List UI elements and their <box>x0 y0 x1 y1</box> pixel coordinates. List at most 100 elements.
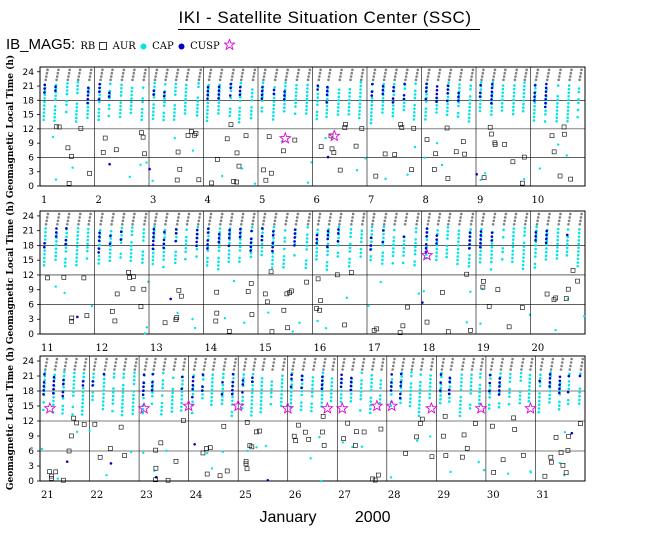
aur-point <box>119 90 123 94</box>
aur-point <box>54 98 57 101</box>
track-point <box>502 78 505 82</box>
track-point <box>114 361 118 364</box>
cap-point <box>544 86 548 90</box>
legend-label-rb: RB <box>80 41 96 52</box>
rb-point <box>359 126 365 131</box>
rb-point <box>353 143 359 149</box>
aur-point <box>255 446 258 449</box>
aur-point <box>457 104 460 108</box>
track-point <box>244 357 248 361</box>
track-point <box>122 368 126 371</box>
aur-point <box>379 383 383 386</box>
track-point <box>166 68 169 72</box>
aur-point <box>65 92 69 96</box>
track-point <box>112 212 115 216</box>
aur-point <box>583 315 586 318</box>
track-point <box>100 216 104 219</box>
aur-point <box>555 109 559 112</box>
track-point <box>284 78 288 82</box>
track-point <box>204 357 208 361</box>
aur-point <box>389 404 393 407</box>
aur-point <box>145 326 148 329</box>
rb-point <box>174 315 180 320</box>
aur-point <box>80 413 84 416</box>
aur-point <box>565 250 569 253</box>
aur-point <box>120 413 124 417</box>
cap-point <box>478 95 482 98</box>
track-point <box>382 357 385 361</box>
cap-point <box>162 238 166 242</box>
rb-point <box>405 304 410 310</box>
aur-point <box>424 107 428 110</box>
cap-point <box>488 373 492 377</box>
aur-point <box>537 403 541 407</box>
aur-point <box>537 407 541 410</box>
aur-point <box>272 96 276 100</box>
track-point <box>45 361 48 364</box>
aur-point <box>206 256 209 260</box>
rb-point <box>131 274 136 279</box>
track-point <box>410 368 414 371</box>
cap-point <box>150 384 154 388</box>
cap-point <box>241 379 245 382</box>
aur-point <box>556 235 560 238</box>
aur-point <box>81 386 85 390</box>
aur-point <box>510 260 514 264</box>
cap-point <box>227 236 231 240</box>
track-point <box>292 361 296 364</box>
track-point <box>384 71 387 75</box>
aur-point <box>359 255 362 258</box>
cap-point <box>490 90 494 94</box>
aur-point <box>360 229 364 233</box>
aur-point <box>231 399 234 403</box>
aur-point <box>173 104 177 107</box>
cap-point <box>65 460 69 463</box>
cap-point <box>478 91 482 95</box>
aur-point <box>478 398 481 402</box>
track-point <box>459 216 462 219</box>
cap-point <box>320 379 324 383</box>
aur-point <box>162 250 166 254</box>
cap-point <box>326 237 330 241</box>
track-point <box>481 357 484 361</box>
track-point <box>570 68 573 72</box>
aur-point <box>289 394 293 398</box>
rb-point <box>487 124 493 130</box>
aur-point <box>336 244 340 247</box>
cap-point <box>497 393 501 396</box>
aur-point <box>422 290 426 293</box>
aur-point <box>260 388 263 391</box>
aur-point <box>456 258 459 262</box>
cap-point <box>456 99 460 102</box>
aur-point <box>577 246 580 250</box>
track-point <box>198 71 202 75</box>
rb-point <box>226 328 232 334</box>
track-point <box>427 219 430 223</box>
cap-point <box>548 373 552 376</box>
aur-point <box>370 225 374 229</box>
track-point <box>211 368 215 371</box>
rb-point <box>69 154 74 159</box>
rb-point <box>565 448 571 453</box>
track-point <box>122 212 126 216</box>
aur-point <box>512 227 516 230</box>
track-point <box>78 212 82 216</box>
rb-point <box>153 477 158 483</box>
aur-point <box>370 385 373 388</box>
aur-point <box>191 317 194 321</box>
aur-point <box>250 402 254 406</box>
aur-point <box>130 244 133 248</box>
track-point <box>490 364 493 368</box>
rb-point <box>548 454 554 460</box>
aur-point <box>508 395 511 398</box>
aur-point <box>370 107 373 111</box>
aur-point <box>567 98 570 102</box>
aur-point <box>306 83 309 87</box>
cap-point <box>238 89 242 93</box>
track-point <box>94 357 98 361</box>
cap-point <box>567 374 571 378</box>
aur-point <box>210 395 213 399</box>
aur-point <box>326 249 329 253</box>
aur-point <box>129 259 133 263</box>
track-point <box>93 364 96 368</box>
